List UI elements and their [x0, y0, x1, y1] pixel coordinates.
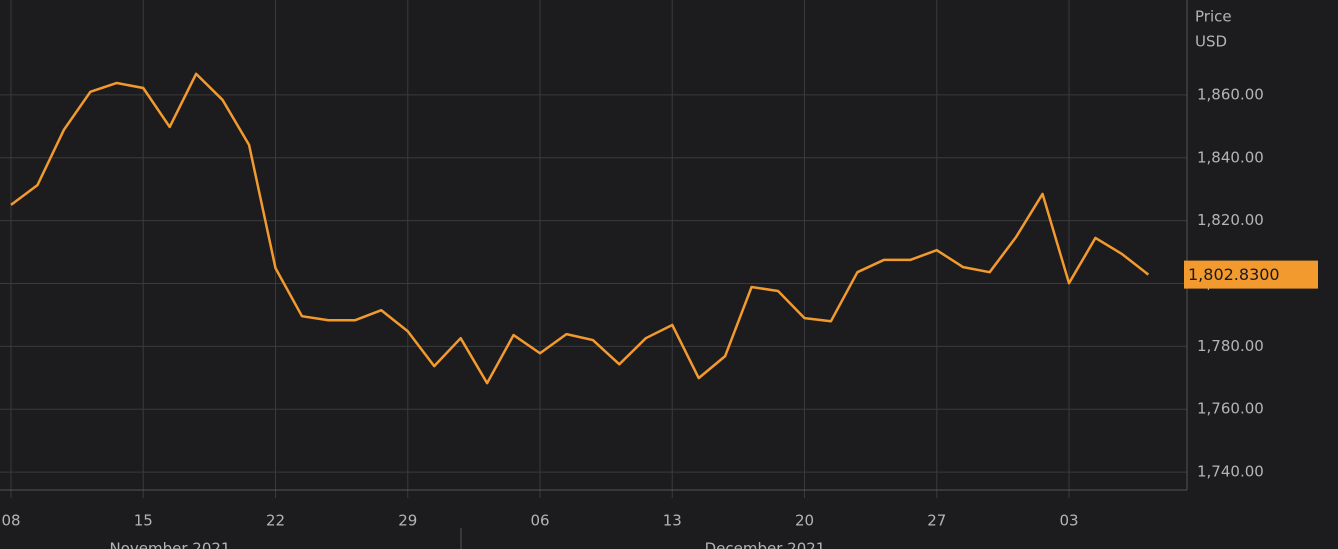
- price-tag-label: 1,802.8300: [1188, 265, 1280, 284]
- x-tick-label: 20: [795, 512, 814, 530]
- y-tick-label: 1,840.00: [1197, 148, 1264, 166]
- x-tick-label: 27: [927, 512, 946, 530]
- y-axis-title: Price: [1195, 8, 1232, 26]
- month-label: November 2021: [110, 540, 231, 549]
- y-tick-label: 1,860.00: [1197, 85, 1264, 103]
- price-line: [10, 72, 1150, 385]
- x-tick-label: 13: [663, 512, 682, 530]
- x-tick-label: 08: [1, 512, 20, 530]
- month-label: December 2021: [705, 540, 826, 549]
- y-tick-label: 1,820.00: [1197, 211, 1264, 229]
- x-tick-label: 29: [398, 512, 417, 530]
- y-tick-label: 1,740.00: [1197, 463, 1264, 481]
- price-tag: [1184, 260, 1318, 289]
- y-axis-title: USD: [1195, 33, 1227, 51]
- y-tick-label: 1,780.00: [1197, 337, 1264, 355]
- y-tick-label: 1,760.00: [1197, 400, 1264, 418]
- x-tick-label: 22: [266, 512, 285, 530]
- plot-area: [10, 72, 1150, 385]
- x-tick-label: 06: [530, 512, 549, 530]
- x-tick-label: 03: [1059, 512, 1078, 530]
- x-tick-label: 15: [134, 512, 153, 530]
